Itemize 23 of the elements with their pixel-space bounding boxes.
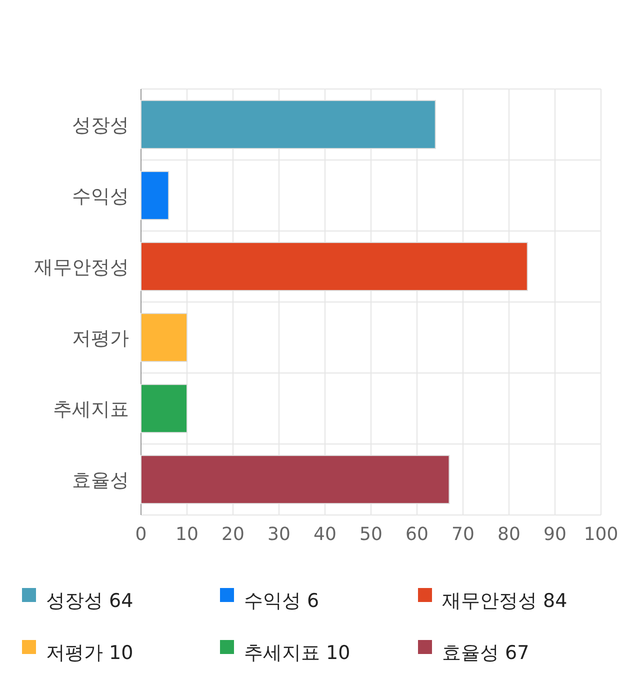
- x-tick-label: 100: [584, 524, 618, 545]
- legend-label: 성장성 64: [46, 590, 134, 612]
- y-tick-label: 추세지표: [53, 398, 129, 420]
- y-tick-label: 성장성: [72, 114, 129, 136]
- x-tick-label: 60: [406, 524, 428, 545]
- legend-label: 효율성 67: [442, 642, 530, 664]
- x-tick-label: 90: [544, 524, 566, 545]
- x-tick-label: 80: [498, 524, 520, 545]
- legend-label: 재무안정성 84: [442, 590, 568, 612]
- x-tick-label: 70: [452, 524, 474, 545]
- y-tick-label: 효율성: [72, 470, 129, 492]
- x-tick-label: 30: [268, 524, 290, 545]
- legend-label: 추세지표 10: [244, 642, 350, 664]
- legend-label: 수익성 6: [244, 590, 320, 612]
- y-tick-label: 수익성: [72, 186, 129, 208]
- x-tick-label: 0: [135, 524, 147, 545]
- x-tick-label: 20: [222, 524, 244, 545]
- y-tick-label: 저평가: [72, 328, 129, 350]
- y-tick-label: 재무안정성: [34, 256, 129, 278]
- x-tick-label: 40: [314, 524, 336, 545]
- x-tick-label: 10: [176, 524, 198, 545]
- legend-label: 저평가 10: [46, 642, 134, 664]
- x-tick-label: 50: [360, 524, 382, 545]
